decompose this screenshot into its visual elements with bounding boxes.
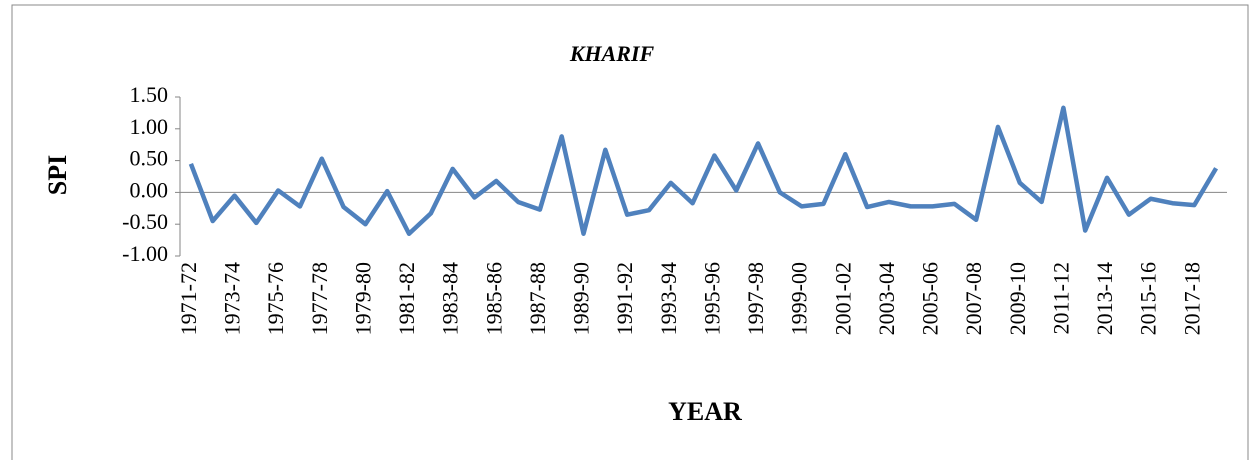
y-tick-label: 1.00: [130, 114, 169, 139]
x-tick-label: 2001-02: [830, 262, 855, 335]
chart-border: [11, 4, 1249, 460]
x-tick-label: 1983-84: [438, 262, 463, 335]
x-tick-label: 2005-06: [918, 262, 943, 335]
x-tick-label: 1991-92: [612, 262, 637, 335]
x-tick-label: 1973-74: [220, 262, 245, 335]
chart-title: KHARIF: [569, 41, 655, 66]
x-tick-label: 1987-88: [525, 262, 550, 335]
x-tick-label: 1989-90: [569, 262, 594, 335]
x-axis-label: YEAR: [668, 397, 742, 426]
x-tick-label: 2017-18: [1179, 262, 1204, 335]
x-tick-label: 1979-80: [350, 262, 375, 335]
x-tick-label: 2009-10: [1005, 262, 1030, 335]
y-axis-label: SPI: [43, 155, 72, 195]
y-tick-label: 0.50: [130, 146, 169, 171]
x-tick-label: 1971-72: [176, 262, 201, 335]
x-tick-label: 2007-08: [961, 262, 986, 335]
x-tick-label: 1975-76: [263, 262, 288, 335]
data-line: [188, 105, 1219, 236]
x-tick-label: 1981-82: [394, 262, 419, 335]
x-tick-label: 2015-16: [1136, 262, 1161, 335]
y-tick-label: -1.00: [122, 241, 168, 266]
y-tick-label: 1.50: [130, 82, 169, 107]
y-tick-label: -0.50: [122, 209, 168, 234]
x-tick-label: 2011-12: [1048, 262, 1073, 335]
x-tick-label: 1993-94: [656, 262, 681, 335]
x-tick-label: 2003-04: [874, 262, 899, 335]
x-tick-label: 2013-14: [1092, 262, 1117, 335]
x-tick-label: 1985-86: [481, 262, 506, 335]
x-tick-label: 1977-78: [307, 262, 332, 335]
x-tick-label: 1995-96: [699, 262, 724, 335]
x-tick-label: 1997-98: [743, 262, 768, 335]
y-tick-label: 0.00: [130, 177, 169, 202]
x-tick-label: 1999-00: [787, 262, 812, 335]
